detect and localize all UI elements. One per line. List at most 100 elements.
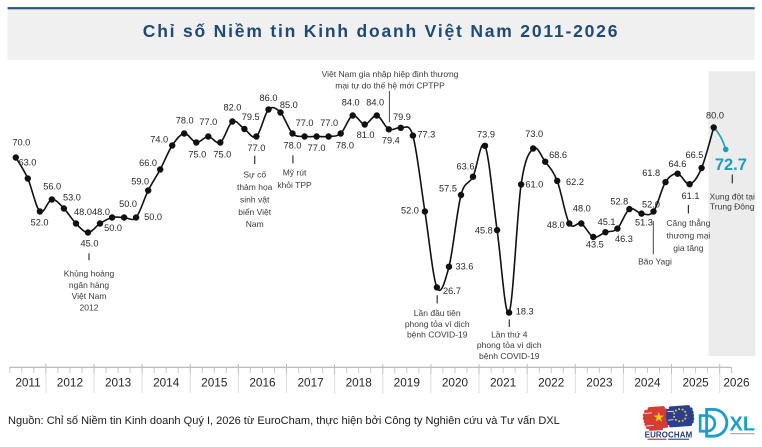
svg-text:45.1: 45.1	[598, 217, 616, 227]
svg-text:48.0: 48.0	[74, 207, 92, 217]
svg-text:2014: 2014	[153, 376, 180, 390]
svg-text:81.0: 81.0	[357, 130, 375, 140]
svg-text:Lần đầu tiên: Lần đầu tiên	[414, 308, 461, 318]
svg-text:45.0: 45.0	[81, 238, 99, 248]
svg-text:73.0: 73.0	[525, 129, 543, 139]
svg-text:Mỹ rút: Mỹ rút	[283, 168, 307, 178]
svg-text:biển Việt: biển Việt	[238, 207, 272, 217]
svg-text:75.0: 75.0	[213, 150, 231, 160]
svg-text:Việt Nam gia nhập hiệp định th: Việt Nam gia nhập hiệp định thương	[322, 69, 459, 79]
svg-text:61.0: 61.0	[525, 180, 543, 190]
svg-text:52.0: 52.0	[642, 199, 660, 209]
svg-text:50.0: 50.0	[144, 212, 162, 222]
svg-text:68.6: 68.6	[549, 150, 567, 160]
svg-text:mại tự do thế hệ mới CPTPP: mại tự do thế hệ mới CPTPP	[335, 80, 445, 90]
svg-text:80.0: 80.0	[706, 111, 724, 121]
svg-text:84.0: 84.0	[366, 98, 384, 108]
svg-text:Nam: Nam	[246, 219, 264, 229]
svg-text:2018: 2018	[346, 376, 373, 390]
svg-text:sinh vật: sinh vật	[240, 194, 270, 204]
svg-text:2015: 2015	[201, 376, 228, 390]
svg-text:2023: 2023	[586, 376, 613, 390]
svg-text:2024: 2024	[634, 376, 661, 390]
svg-text:57.5: 57.5	[439, 184, 457, 194]
svg-text:thảm họa: thảm họa	[237, 182, 273, 192]
svg-text:18.3: 18.3	[516, 306, 534, 316]
svg-text:43.5: 43.5	[586, 239, 604, 249]
svg-text:51.3: 51.3	[635, 217, 653, 227]
svg-text:gia tăng: gia tăng	[673, 243, 704, 253]
svg-text:86.0: 86.0	[260, 93, 278, 103]
svg-text:Sự cố: Sự cố	[243, 170, 266, 180]
svg-text:2021: 2021	[490, 376, 516, 390]
svg-text:2019: 2019	[394, 376, 420, 390]
svg-text:50.0: 50.0	[104, 223, 122, 233]
svg-text:64.6: 64.6	[668, 159, 686, 169]
svg-text:XL: XL	[730, 413, 756, 435]
svg-text:78.0: 78.0	[336, 140, 354, 150]
svg-text:Khủng hoảng: Khủng hoảng	[64, 268, 115, 278]
svg-text:52.8: 52.8	[610, 196, 628, 206]
svg-text:2016: 2016	[249, 376, 276, 390]
svg-text:62.2: 62.2	[566, 177, 584, 187]
svg-text:63.0: 63.0	[18, 158, 36, 168]
svg-text:bệnh COVID-19: bệnh COVID-19	[407, 330, 468, 340]
svg-text:2012: 2012	[80, 303, 99, 313]
svg-text:khỏi TPP: khỏi TPP	[277, 180, 312, 190]
svg-text:77.3: 77.3	[417, 130, 435, 140]
svg-text:50.0: 50.0	[119, 199, 137, 209]
svg-text:73.9: 73.9	[477, 130, 495, 140]
svg-text:70.0: 70.0	[12, 138, 30, 148]
svg-text:Việt Nam: Việt Nam	[72, 291, 107, 301]
svg-text:2013: 2013	[105, 376, 132, 390]
svg-text:Xung đột tại: Xung đột tại	[710, 192, 755, 202]
svg-text:2011: 2011	[15, 376, 40, 390]
svg-text:Chỉ số Niềm tin Kinh doanh Việ: Chỉ số Niềm tin Kinh doanh Việt Nam 2011…	[143, 21, 619, 41]
svg-text:79.5: 79.5	[242, 112, 260, 122]
svg-text:Nguồn: Chỉ số Niềm tin Kinh do: Nguồn: Chỉ số Niềm tin Kinh doanh Quý I,…	[8, 415, 560, 427]
svg-text:78.0: 78.0	[176, 116, 194, 126]
svg-text:85.0: 85.0	[280, 100, 298, 110]
svg-text:74.0: 74.0	[150, 135, 168, 145]
svg-text:2022: 2022	[538, 376, 564, 390]
svg-text:48.0: 48.0	[547, 220, 565, 230]
svg-text:77.0: 77.0	[247, 143, 265, 153]
svg-text:52.0: 52.0	[401, 205, 419, 215]
svg-text:84.0: 84.0	[342, 97, 360, 107]
svg-text:bệnh COVID-19: bệnh COVID-19	[479, 351, 540, 361]
svg-text:2025: 2025	[682, 376, 709, 390]
svg-text:Bão Yagi: Bão Yagi	[638, 256, 672, 266]
svg-text:ngân hàng: ngân hàng	[69, 280, 109, 290]
svg-text:77.0: 77.0	[308, 143, 326, 153]
svg-text:thương mại: thương mại	[666, 231, 710, 241]
svg-text:78.0: 78.0	[284, 141, 302, 151]
svg-text:46.3: 46.3	[615, 234, 633, 244]
svg-text:77.0: 77.0	[199, 117, 217, 127]
svg-text:77.0: 77.0	[320, 118, 338, 128]
svg-text:61.8: 61.8	[642, 168, 660, 178]
svg-text:79.4: 79.4	[382, 136, 400, 146]
svg-text:phong tỏa vì dịch: phong tỏa vì dịch	[477, 340, 542, 350]
svg-text:2020: 2020	[442, 376, 469, 390]
svg-text:59.0: 59.0	[131, 177, 149, 187]
svg-text:Lần thứ 4: Lần thứ 4	[491, 329, 528, 339]
svg-text:61.1: 61.1	[682, 191, 700, 201]
svg-text:72.7: 72.7	[715, 156, 747, 174]
svg-text:33.6: 33.6	[455, 261, 473, 271]
svg-text:EUROCHAM: EUROCHAM	[645, 430, 693, 439]
svg-text:75.0: 75.0	[188, 150, 206, 160]
svg-text:2017: 2017	[297, 376, 323, 390]
svg-text:82.0: 82.0	[223, 102, 241, 112]
svg-text:Trung Đông: Trung Đông	[710, 201, 755, 211]
svg-text:Căng thẳng: Căng thẳng	[666, 217, 710, 228]
svg-text:53.0: 53.0	[63, 192, 81, 202]
svg-text:52.0: 52.0	[31, 218, 49, 228]
svg-text:77.0: 77.0	[296, 118, 314, 128]
svg-text:2026: 2026	[723, 376, 750, 390]
svg-text:79.9: 79.9	[393, 112, 411, 122]
svg-text:26.7: 26.7	[443, 286, 461, 296]
svg-text:66.0: 66.0	[139, 158, 157, 168]
svg-text:63.6: 63.6	[457, 162, 475, 172]
svg-text:48.0: 48.0	[573, 204, 591, 214]
svg-text:48.0: 48.0	[92, 207, 110, 217]
